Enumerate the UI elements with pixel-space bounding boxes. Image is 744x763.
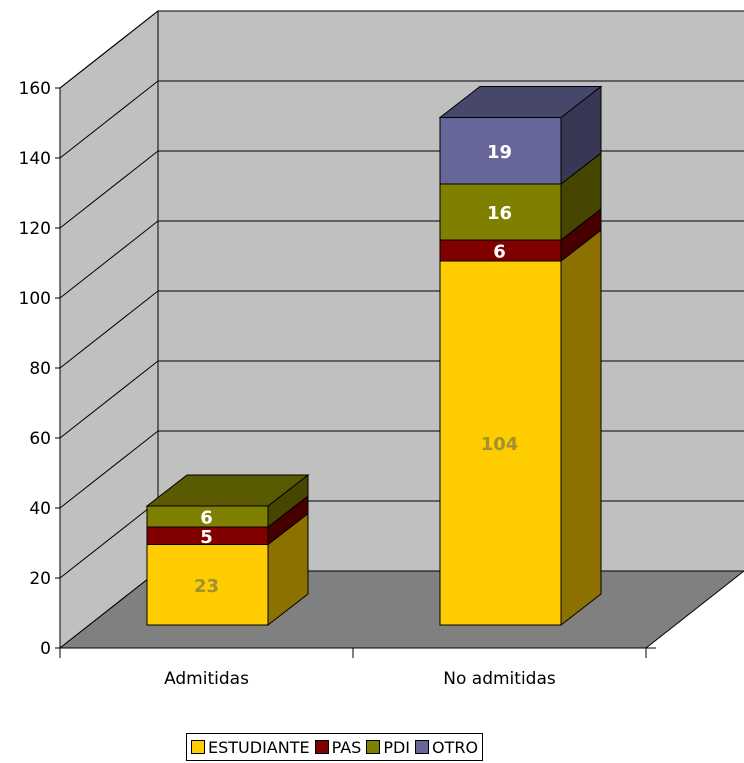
gridline-side <box>59 290 159 369</box>
legend-item-otro: OTRO <box>415 738 478 757</box>
legend: ESTUDIANTE PAS PDI OTRO <box>186 733 484 761</box>
gridline-side <box>59 10 159 89</box>
y-tick-label: 100 <box>19 289 51 309</box>
bar-side-estudiante <box>560 228 602 627</box>
data-label-pas: 5 <box>200 527 213 548</box>
data-label-otro: 19 <box>487 142 512 163</box>
bar-top-pdi <box>145 474 310 507</box>
data-label-pdi: 16 <box>487 203 512 224</box>
y-tick-label: 140 <box>19 149 51 169</box>
legend-swatch <box>415 740 430 754</box>
axes: 0 20 40 60 80 100 120 140 160 Admitidas No admitid… <box>19 79 656 689</box>
y-tick-label: 40 <box>29 499 51 519</box>
bar-front-pdi <box>439 183 562 241</box>
gridline-side <box>59 430 159 509</box>
legend-swatch <box>366 740 381 754</box>
y-tick-label: 20 <box>29 569 51 589</box>
y-tick-label: 120 <box>19 219 51 239</box>
y-tick-label: 80 <box>29 359 51 379</box>
legend-item-estudiante: ESTUDIANTE <box>191 738 310 757</box>
data-label-pas: 6 <box>493 242 506 263</box>
data-label-estudiante: 23 <box>194 576 219 597</box>
data-label-estudiante: 104 <box>481 434 519 455</box>
x-tick-label: Admitidas <box>164 669 249 689</box>
bar-top-otro <box>438 86 603 118</box>
y-tick-label: 160 <box>19 79 51 99</box>
legend-swatch <box>191 740 205 754</box>
bar-front-estudiante <box>146 544 269 626</box>
bar-front-otro <box>439 117 562 185</box>
gridline-side <box>59 80 159 159</box>
legend-label: PAS <box>331 737 362 757</box>
y-tick-label: 0 <box>40 639 51 659</box>
bars <box>145 85 603 627</box>
legend-label: PDI <box>383 737 411 757</box>
x-tick-label: No admitidas <box>443 669 556 689</box>
legend-item-pas: PAS <box>314 737 362 757</box>
legend-label: ESTUDIANTE <box>208 737 310 757</box>
legend-label: OTRO <box>432 737 479 757</box>
bar-front-estudiante <box>439 260 562 626</box>
data-label-pdi: 6 <box>200 508 213 529</box>
gridline-side <box>59 500 159 579</box>
gridline-side <box>59 360 159 439</box>
legend-item-pdi: PDI <box>366 738 410 757</box>
gridline-side <box>59 150 159 229</box>
y-tick-label: 60 <box>29 429 51 449</box>
gridline-side <box>59 220 159 299</box>
legend-swatch <box>314 740 329 754</box>
